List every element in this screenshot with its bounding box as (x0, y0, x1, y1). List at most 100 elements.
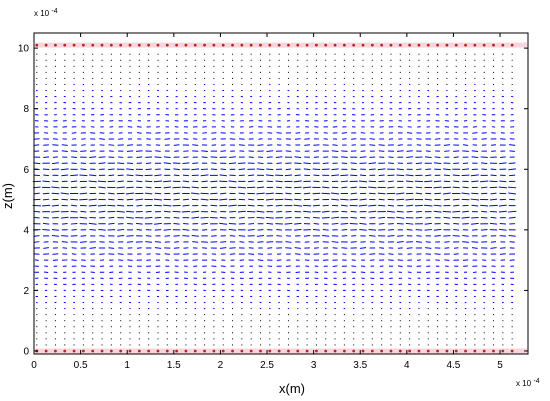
field-vector (157, 65, 159, 67)
field-vector (498, 204, 507, 207)
field-vector (194, 59, 196, 61)
field-vector (378, 144, 385, 146)
field-vector (157, 326, 159, 328)
field-vector (427, 65, 429, 67)
field-vector (265, 198, 274, 201)
field-vector (331, 216, 340, 219)
field-vector (173, 198, 180, 201)
field-vector (259, 90, 261, 92)
field-vector (265, 216, 274, 219)
field-vector (194, 65, 196, 67)
field-vector (166, 71, 168, 73)
field-vector (34, 235, 40, 237)
wall-particle (296, 43, 300, 47)
field-vector (163, 228, 171, 231)
field-vector (185, 320, 187, 322)
field-vector (390, 53, 392, 55)
field-vector (191, 210, 200, 213)
field-vector (353, 320, 355, 322)
field-vector (350, 162, 357, 165)
field-vector (101, 53, 103, 55)
field-vector (201, 204, 208, 207)
field-vector (315, 83, 317, 85)
field-vector (108, 241, 114, 243)
field-vector (64, 332, 66, 334)
field-vector (135, 174, 144, 177)
field-vector (286, 265, 291, 267)
field-vector (183, 253, 189, 255)
field-vector (138, 344, 140, 346)
field-vector (424, 198, 432, 201)
field-vector (101, 83, 103, 85)
wall-particle (35, 43, 39, 47)
field-vector (481, 210, 488, 213)
field-vector (331, 168, 339, 171)
field-vector (222, 338, 224, 340)
field-vector (157, 53, 159, 55)
field-vector (213, 344, 215, 346)
field-vector (418, 314, 420, 316)
field-vector (334, 338, 336, 340)
field-vector (409, 314, 411, 316)
field-vector (381, 53, 383, 55)
field-vector (238, 192, 246, 195)
field-vector (194, 332, 196, 334)
field-vector (182, 204, 190, 207)
field-vector (173, 192, 180, 195)
field-vector (325, 71, 327, 73)
field-vector (341, 156, 348, 159)
field-vector (379, 247, 385, 249)
field-vector (220, 241, 227, 243)
field-vector (437, 65, 439, 67)
field-vector (166, 65, 168, 67)
field-vector (470, 198, 480, 201)
field-vector (500, 138, 506, 140)
field-vector (371, 314, 373, 316)
field-vector (232, 344, 234, 346)
field-vector (294, 198, 302, 201)
x-tick-label: 5 (497, 360, 503, 371)
wall-particle (445, 43, 449, 47)
field-vector (136, 156, 143, 158)
field-vector (229, 156, 236, 159)
field-vector (166, 332, 168, 334)
field-vector (259, 326, 261, 328)
field-vector (278, 332, 280, 334)
field-vector (204, 320, 206, 322)
y-tick-label: 2 (23, 286, 29, 297)
field-vector (332, 144, 338, 146)
field-vector (462, 241, 469, 243)
field-vector (138, 314, 140, 316)
field-vector (294, 156, 302, 159)
field-vector (474, 320, 476, 322)
field-vector (64, 53, 66, 55)
field-vector (110, 344, 112, 346)
field-vector (399, 65, 401, 67)
field-vector (82, 332, 84, 334)
field-vector (490, 168, 497, 171)
field-vector (276, 186, 283, 189)
field-vector (101, 308, 103, 310)
field-vector (287, 77, 289, 79)
field-vector (92, 65, 94, 67)
field-vector (278, 314, 280, 316)
field-vector (138, 59, 140, 61)
field-vector (220, 247, 227, 249)
y-exponent-base: x 10 (34, 9, 50, 18)
field-vector (446, 344, 448, 346)
field-vector (127, 259, 133, 261)
field-vector (220, 192, 227, 195)
field-vector (194, 344, 196, 346)
field-vector (396, 241, 404, 243)
field-vector (405, 198, 414, 201)
field-vector (194, 338, 196, 340)
field-vector (462, 162, 469, 164)
field-vector (341, 162, 348, 164)
field-vector (322, 259, 329, 261)
field-vector (334, 320, 336, 322)
field-vector (379, 241, 385, 243)
field-vector (415, 216, 423, 219)
field-vector (157, 320, 159, 322)
field-vector (304, 259, 310, 261)
